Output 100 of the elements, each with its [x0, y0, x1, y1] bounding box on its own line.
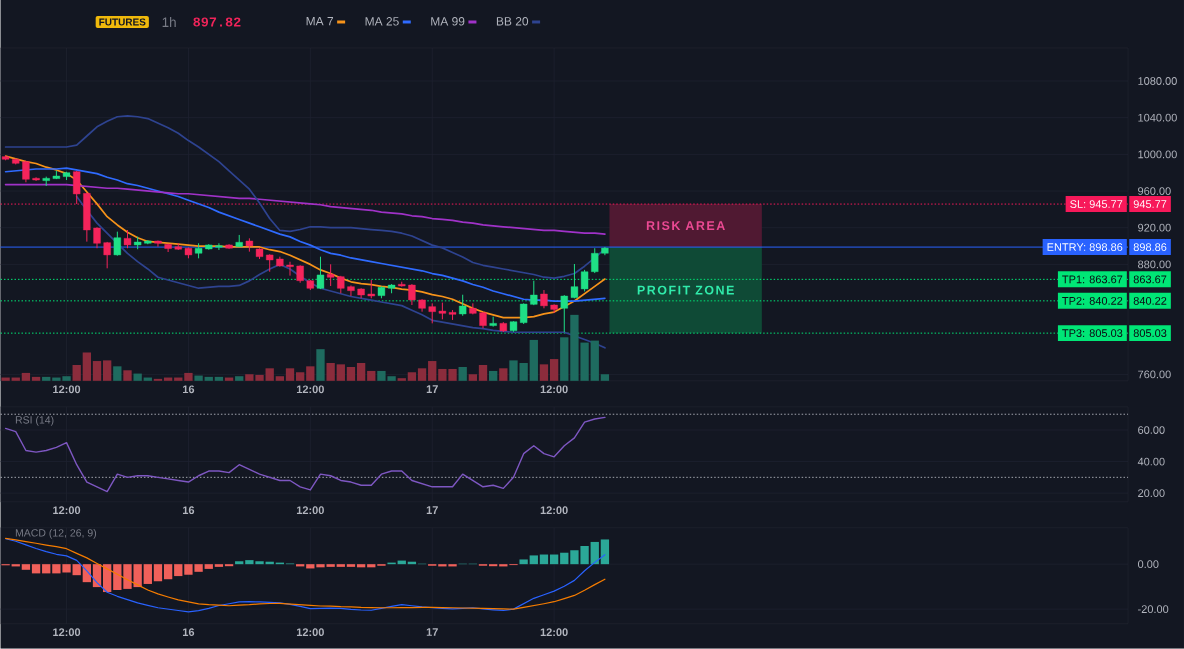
bar — [143, 564, 152, 585]
candlestick — [519, 302, 528, 325]
bar — [194, 375, 203, 381]
bar — [21, 373, 31, 381]
bar — [367, 564, 376, 568]
x-tick-label: 17 — [426, 506, 438, 515]
bar — [224, 564, 234, 567]
candlestick — [408, 283, 416, 306]
bar — [458, 367, 467, 381]
candlestick — [326, 263, 335, 287]
bar — [468, 374, 478, 381]
ref-line-label: TP2: 840.22 — [1062, 297, 1123, 305]
legend-label: BB 20 — [496, 17, 529, 26]
text: RSI (14) — [15, 416, 54, 426]
bar — [519, 559, 528, 565]
ref-line-label: SL: 945.77 — [1070, 200, 1123, 209]
bar — [1, 377, 10, 381]
x-tick-label: 12:00 — [540, 506, 568, 515]
candlestick — [459, 294, 467, 317]
y-tick-label: 760.00 — [1138, 370, 1171, 379]
bar — [123, 370, 132, 381]
bar — [499, 368, 508, 381]
y-tick-label: 960.00 — [1138, 187, 1171, 196]
text: 945.77 — [1133, 200, 1167, 209]
ref-line-label: TP1: 863.67 — [1062, 275, 1123, 284]
bar — [600, 374, 610, 381]
text: 805.03 — [1133, 329, 1167, 338]
bar — [174, 564, 183, 577]
bar — [296, 372, 305, 381]
bar — [417, 368, 427, 381]
text: 1h — [162, 17, 176, 28]
x-tick-label: 12:00 — [296, 628, 324, 637]
x-tick-label: 16 — [183, 628, 195, 637]
bar — [285, 368, 295, 381]
bar — [346, 367, 356, 381]
candlestick — [560, 294, 568, 333]
bar — [397, 378, 406, 381]
candlestick — [469, 302, 477, 315]
y-tick-label: 40.00 — [1137, 457, 1165, 466]
bar — [72, 365, 81, 381]
bar — [204, 564, 213, 570]
bar — [346, 564, 356, 568]
bar — [539, 364, 549, 381]
y-tick-label: 60.00 — [1138, 426, 1165, 435]
bar — [31, 377, 41, 381]
bar — [549, 359, 559, 381]
bar — [367, 371, 376, 381]
bar — [92, 361, 102, 381]
bar — [549, 554, 559, 565]
x-tick-label: 12:00 — [296, 385, 324, 394]
candlestick — [123, 229, 132, 249]
bar — [590, 542, 599, 565]
legend-label: MA 7 — [306, 17, 334, 26]
x-tick-label: 12:00 — [53, 385, 81, 394]
bar — [428, 361, 437, 381]
candlestick — [428, 302, 436, 324]
y-tick-label: 0.00 — [1137, 560, 1159, 569]
bar — [275, 376, 285, 381]
legend-label: MA 99 — [431, 17, 465, 26]
bar — [478, 365, 488, 381]
candlestick — [347, 285, 355, 297]
ref-line-label: ENTRY: 898.86 — [1047, 243, 1123, 252]
candlestick — [113, 231, 121, 257]
bar — [153, 564, 163, 582]
bar — [235, 376, 244, 381]
candlestick — [591, 247, 599, 274]
legend-label: MA 25 — [365, 17, 399, 26]
ref-line-label: TP3: 805.03 — [1062, 329, 1123, 338]
bar — [42, 564, 51, 574]
bar — [204, 377, 213, 381]
bar — [326, 363, 335, 381]
bar — [560, 337, 569, 381]
y-tick-label: 20.00 — [1138, 489, 1165, 498]
bar — [336, 564, 345, 568]
y-tick-label: -20.00 — [1138, 605, 1169, 614]
bar — [590, 340, 599, 381]
text: FUTURES — [99, 18, 146, 26]
x-tick-label: 12:00 — [296, 506, 324, 515]
candlestick — [286, 261, 294, 277]
candlestick — [530, 280, 538, 306]
bar — [163, 564, 173, 580]
y-tick-label: 880.00 — [1138, 260, 1171, 269]
bar — [235, 561, 244, 565]
bar — [316, 349, 325, 381]
bar — [214, 377, 224, 381]
x-tick-label: 17 — [426, 628, 438, 636]
bar — [113, 366, 122, 381]
bar — [336, 364, 345, 381]
bar — [72, 564, 81, 576]
bar — [600, 539, 610, 565]
candlestick — [154, 240, 162, 248]
bar — [560, 552, 569, 565]
bar — [356, 363, 366, 381]
bar — [82, 352, 92, 381]
bar — [539, 554, 549, 565]
bar — [184, 373, 193, 381]
band-label: RISK AREA — [646, 221, 725, 231]
bar — [407, 372, 417, 381]
x-tick-label: 16 — [183, 506, 195, 515]
bar — [31, 564, 41, 574]
